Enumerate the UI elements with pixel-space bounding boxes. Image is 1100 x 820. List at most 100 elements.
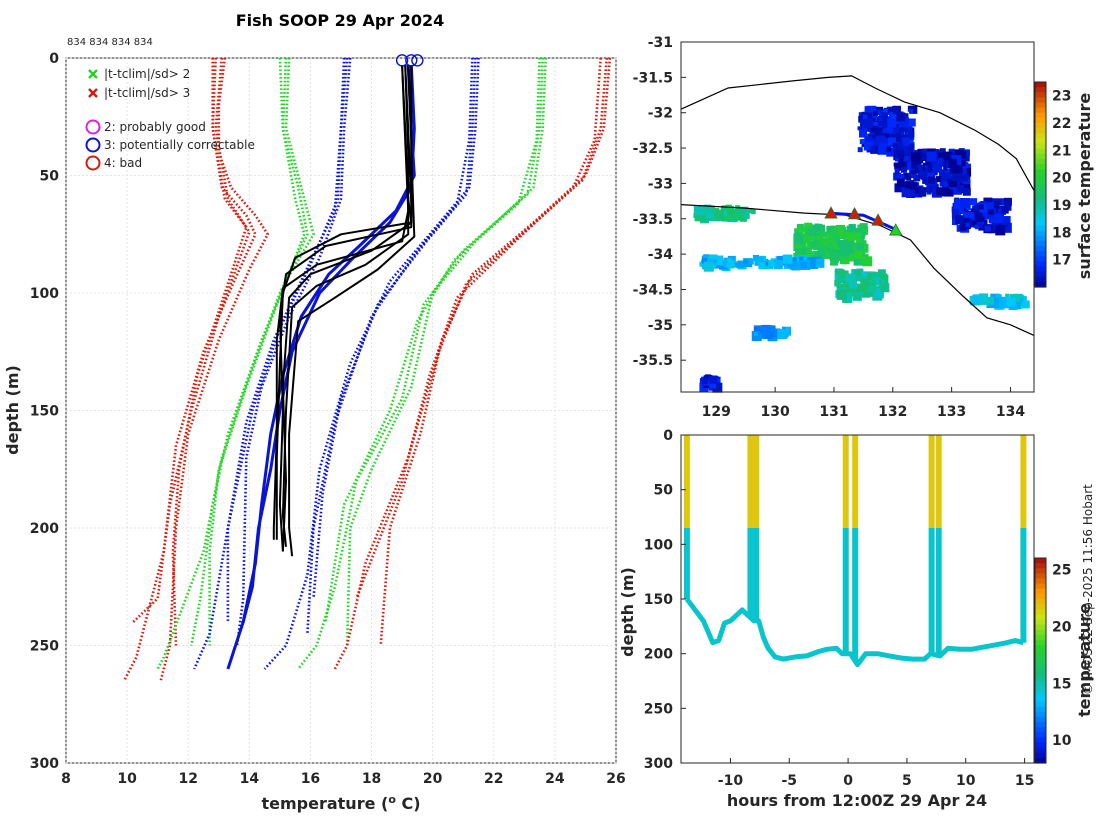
colorbar-cell [1035, 660, 1046, 667]
sst-pixel [723, 210, 734, 221]
colorbar-frame [1034, 557, 1047, 764]
sst-pixel [959, 223, 967, 231]
sst-pixel [893, 172, 902, 181]
sst-pixel [961, 175, 968, 182]
colorbar-cell [1035, 609, 1046, 615]
sst-pixel [863, 290, 871, 298]
sst-pixel [935, 187, 944, 196]
sst-pixel [700, 209, 709, 218]
colorbar-cell [1035, 701, 1046, 708]
sst-pixel [903, 173, 908, 178]
sst-pixel [1000, 198, 1007, 205]
colorbar-cell [1035, 230, 1046, 237]
colorbar-cell [1035, 563, 1046, 569]
sst-pixel [943, 151, 953, 161]
sst-pixel [890, 111, 898, 119]
colorbar-cell [1035, 558, 1046, 564]
sst-pixel [904, 155, 911, 162]
sst-pixel [873, 288, 884, 299]
colorbar-cell [1035, 225, 1046, 232]
sst-pixel [947, 178, 952, 183]
sst-pixel [987, 208, 994, 215]
drop-id-labels: 834 834 834 834 [67, 37, 153, 48]
colorbar-cell [1035, 184, 1046, 191]
colorbar-cell [1035, 215, 1046, 221]
colorbar-cell [1035, 757, 1046, 764]
y-tick-label: 50 [40, 169, 60, 185]
sst-pixel [994, 214, 1004, 224]
sst-pixel [747, 207, 753, 213]
colorbar-cell [1035, 123, 1046, 129]
sst-pixel [860, 271, 865, 276]
climatology-line [122, 57, 257, 682]
sst-pixel [1001, 222, 1012, 233]
sst-pixel [950, 181, 957, 188]
sst-pixel [971, 216, 976, 221]
colorbar-cell [1035, 169, 1046, 175]
sst-pixel [860, 278, 870, 288]
drop-location-marker [824, 206, 838, 219]
sst-pixel [896, 156, 902, 162]
sst-pixel [909, 181, 918, 190]
profile-series [122, 54, 612, 682]
y-tick-label: -32 [648, 106, 673, 122]
x-tick-label: 134 [996, 404, 1025, 420]
legend-circle-marker [85, 119, 101, 135]
colorbar-cell [1035, 220, 1046, 227]
sst-pixel [734, 212, 743, 221]
sst-pixel [853, 256, 863, 266]
sst-pixel [877, 279, 882, 284]
sst-pixel [983, 197, 993, 207]
profile-line [272, 64, 410, 540]
sst-pixel [806, 242, 814, 250]
sst-pixel [807, 227, 816, 236]
sst-pixel [763, 261, 769, 267]
colorbar-cell [1035, 117, 1046, 124]
sst-pixel [908, 109, 913, 114]
sst-pixel [852, 291, 862, 301]
sst-pixel [974, 225, 979, 230]
sst-pixel [880, 283, 890, 293]
sst-pixel [984, 225, 991, 232]
sst-pixel [951, 206, 958, 213]
shelf-contour [680, 204, 1035, 336]
sst-pixel [918, 188, 927, 197]
sst-pixel [956, 205, 965, 214]
sst-pixel [789, 262, 797, 270]
colorbar-cell [1035, 82, 1046, 88]
sst-pixel [892, 142, 898, 148]
sst-pixel [998, 298, 1009, 309]
sst-pixel [736, 261, 744, 269]
sst-pixel [943, 166, 948, 171]
sst-pixel [914, 168, 919, 173]
sst-pixel [954, 165, 963, 174]
sst-pixel [1014, 294, 1021, 301]
sst-pixel [738, 206, 749, 217]
sst-pixel [1014, 297, 1020, 303]
sst-pixel [917, 148, 927, 158]
flag-marker [405, 54, 418, 67]
sst-pixel [960, 198, 971, 209]
profile-grid [65, 57, 617, 764]
sst-pixel [834, 236, 840, 242]
sst-pixel [854, 275, 861, 282]
legend-circle-marker [85, 155, 101, 171]
colorbar-cell [1035, 742, 1046, 749]
colorbar-cell [1035, 153, 1046, 160]
x-tick-label: 26 [606, 771, 625, 787]
sst-pixel [962, 179, 971, 188]
x-tick-label: -5 [781, 773, 797, 789]
colorbar-cell [1035, 747, 1046, 754]
colorbar-tick-label: 20 [1052, 619, 1072, 635]
sst-pixel [844, 252, 854, 262]
sst-pixel [875, 135, 885, 145]
sst-pixel [830, 235, 838, 243]
sst-pixel [895, 142, 904, 151]
depth-time-y-label: depth (m) [618, 567, 637, 657]
colorbar-cell [1035, 210, 1046, 216]
y-tick-label: -34 [648, 247, 674, 263]
profile-ticks: 8 10 12 14 16 18 20 22 24 26 0 50 100 150 200 250 300 [30, 51, 626, 787]
colorbar-cell [1035, 246, 1046, 252]
